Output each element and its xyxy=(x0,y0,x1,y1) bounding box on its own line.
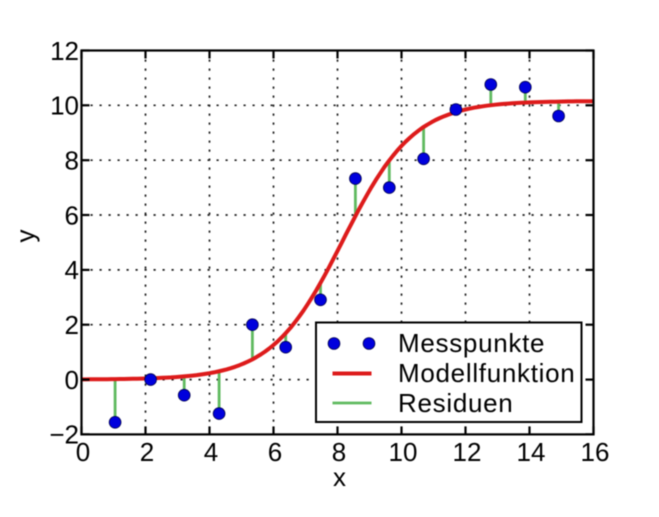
svg-text:8: 8 xyxy=(65,146,79,176)
svg-text:6: 6 xyxy=(65,200,79,230)
svg-text:−2: −2 xyxy=(49,420,79,450)
svg-text:x: x xyxy=(333,462,346,492)
svg-text:Modellfunktion: Modellfunktion xyxy=(398,358,575,388)
svg-text:12: 12 xyxy=(453,437,482,467)
svg-text:14: 14 xyxy=(517,437,546,467)
svg-text:4: 4 xyxy=(65,255,79,285)
svg-text:16: 16 xyxy=(581,437,610,467)
svg-text:Residuen: Residuen xyxy=(398,388,513,418)
svg-text:0: 0 xyxy=(65,365,79,395)
svg-text:2: 2 xyxy=(140,437,154,467)
svg-text:6: 6 xyxy=(268,437,282,467)
svg-text:0: 0 xyxy=(76,437,90,467)
svg-text:4: 4 xyxy=(204,437,218,467)
svg-text:12: 12 xyxy=(50,36,79,66)
svg-text:y: y xyxy=(10,230,40,243)
svg-text:8: 8 xyxy=(332,437,346,467)
svg-text:Messpunkte: Messpunkte xyxy=(398,328,545,358)
svg-text:2: 2 xyxy=(65,310,79,340)
svg-text:10: 10 xyxy=(389,437,418,467)
svg-text:10: 10 xyxy=(50,91,79,121)
